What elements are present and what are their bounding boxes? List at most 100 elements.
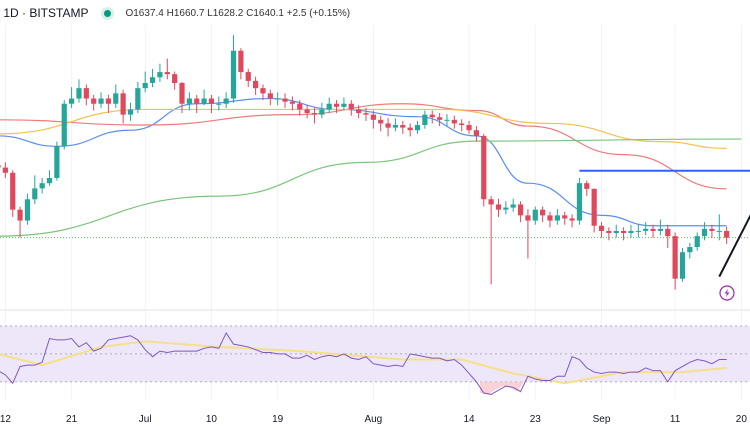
x-tick-label: 21 <box>66 414 78 425</box>
chart-legend: · 1D · BITSTAMP O1637.4 H1660.7 L1628.2 … <box>0 6 350 20</box>
ohlc-readout: O1637.4 H1660.7 L1628.2 C1640.1 +2.5 (+0… <box>125 7 351 19</box>
x-tick-label: 20 <box>736 414 748 425</box>
candle <box>591 188 597 233</box>
candle <box>392 118 399 132</box>
candle-body <box>61 103 67 147</box>
candle-body <box>2 167 8 173</box>
moving-average-2 <box>0 103 727 190</box>
candle-body <box>127 109 134 115</box>
candle <box>687 242 693 259</box>
candle <box>164 58 170 80</box>
candle <box>679 248 686 282</box>
candle-body <box>363 113 369 115</box>
candle-body <box>576 183 583 221</box>
symbol-label[interactable]: · 1D · BITSTAMP <box>0 6 89 20</box>
candle-body <box>569 218 575 221</box>
candle <box>341 97 347 111</box>
candle-body <box>17 209 23 221</box>
candle-body <box>326 103 332 110</box>
candle-body <box>687 247 693 253</box>
candle-body <box>179 82 185 104</box>
candle-body <box>584 183 590 189</box>
candle-body <box>628 230 634 234</box>
candle-body <box>606 230 612 234</box>
candle <box>172 71 178 90</box>
candle-body <box>267 93 273 99</box>
candle <box>709 224 715 238</box>
candle-body <box>297 103 303 110</box>
candle-body <box>385 123 391 128</box>
candle <box>120 89 126 124</box>
candle <box>495 198 502 217</box>
candle-body <box>378 119 384 124</box>
candle <box>407 123 413 137</box>
candle-body <box>319 109 325 115</box>
candle <box>643 222 649 236</box>
candle <box>2 162 8 178</box>
lightning-icon-glyph <box>724 289 730 297</box>
candle <box>356 105 362 119</box>
candle <box>201 89 207 106</box>
candle-body <box>481 135 487 200</box>
rsi-ma-line <box>0 340 727 385</box>
candle-body <box>46 177 53 184</box>
candle-body <box>495 204 502 210</box>
candle <box>326 97 332 114</box>
candle <box>701 222 708 241</box>
candle-body <box>422 114 428 126</box>
candle-body <box>650 228 656 231</box>
x-tick-label: 19 <box>272 414 284 425</box>
candle <box>127 102 134 121</box>
candle <box>385 118 391 137</box>
candle <box>517 201 524 223</box>
candle-body <box>510 204 516 208</box>
candle-body <box>672 236 678 279</box>
candle <box>473 126 479 142</box>
candle <box>488 196 494 285</box>
candle-body <box>282 98 288 102</box>
candle <box>422 110 428 129</box>
candle <box>54 141 60 181</box>
candle-body <box>665 228 671 237</box>
candle <box>135 81 141 114</box>
candle <box>149 68 156 88</box>
lightning-icon[interactable] <box>719 285 735 301</box>
candle <box>216 96 222 111</box>
candle <box>547 211 553 228</box>
candle <box>665 224 671 249</box>
market-status-dot <box>104 9 112 17</box>
candle <box>253 76 259 95</box>
candle-body <box>230 50 237 99</box>
candle <box>91 94 97 111</box>
candle <box>39 177 45 194</box>
candle-body <box>24 199 31 221</box>
candle-body <box>223 98 229 104</box>
candle <box>525 209 531 259</box>
candle <box>24 193 31 225</box>
candle <box>348 100 354 116</box>
candle <box>311 107 318 124</box>
candle <box>650 224 656 238</box>
candle <box>569 214 575 228</box>
candle-body <box>39 183 45 189</box>
candle-body <box>260 88 266 94</box>
candle <box>275 92 281 106</box>
candle-body <box>113 93 119 104</box>
candle-body <box>120 93 126 115</box>
candle <box>282 93 288 108</box>
candle <box>466 120 472 134</box>
candle-body <box>701 228 708 237</box>
candle-body <box>444 119 450 121</box>
candle <box>46 170 53 186</box>
candle-body <box>635 230 641 232</box>
candle <box>157 63 163 82</box>
candle-body <box>525 215 531 221</box>
candle-body <box>356 109 362 114</box>
x-tick-label: Aug <box>364 414 382 425</box>
candle <box>230 35 237 103</box>
candle-body <box>407 127 413 131</box>
candle-body <box>459 123 465 126</box>
candle <box>606 227 612 241</box>
candle-body <box>503 207 509 210</box>
